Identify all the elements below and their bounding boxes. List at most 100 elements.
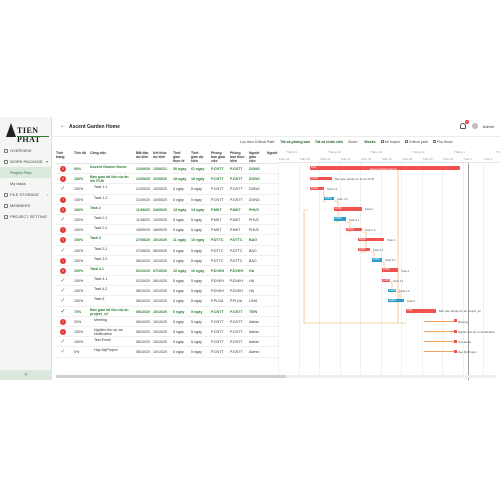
cell-name[interactable]: Task 2.1 [94, 215, 108, 220]
scrollbar-thumb[interactable] [56, 375, 286, 378]
cell-name[interactable]: Meeting [94, 317, 107, 322]
sidebar-item-members[interactable]: MEMBERS [0, 200, 52, 211]
cell-progress: 100% [74, 197, 84, 202]
user-name[interactable]: Admin [482, 124, 494, 129]
zoom-select[interactable]: Weeks [364, 139, 376, 144]
plan-toggle[interactable]: Kế hoạch [380, 140, 400, 144]
table-row[interactable]: ✓ 73% Bàn giao tài liệu dự án project_s2 08… [56, 307, 278, 317]
critical-path-toggle[interactable]: Critical path [404, 140, 428, 144]
gantt-bar[interactable]: 100% [372, 258, 382, 262]
col-task[interactable]: Công việc [90, 151, 107, 155]
gantt-milestone[interactable] [454, 319, 457, 323]
sidebar-item-project-plan[interactable]: Project Plan [0, 167, 52, 178]
table-row[interactable]: ! 66% Ascent Garden Home 21/09/20 13/06/21 30… [56, 164, 278, 175]
staff-select[interactable]: Tất cả nhân viên [314, 139, 344, 144]
cell-name[interactable]: Task 4.1 [94, 277, 108, 282]
cell-start: 21/09/20 [136, 177, 150, 182]
back-arrow-icon[interactable]: ← [60, 123, 66, 129]
cell-progress: 100% [74, 248, 84, 253]
col-by[interactable]: Người giao việc [249, 151, 260, 163]
cell-name[interactable]: Task 3.2 [94, 256, 108, 261]
table-row[interactable]: ! 100% Task 2 11/08/20 24/09/20 13 ngày 14 ngà… [56, 205, 278, 215]
gantt-milestone[interactable] [454, 350, 457, 353]
cell-name[interactable]: Test Email [94, 338, 111, 343]
dependency-link [382, 261, 385, 273]
table-row[interactable]: ! 20% Meeting 08/10/20 10/10/20 5 ngày 5 ngày P… [56, 317, 278, 327]
cell-name[interactable]: Task 3 [90, 236, 101, 241]
horizontal-scrollbar[interactable] [56, 375, 496, 378]
cell-name[interactable]: Bàn giao tài liệu dự án lên PLM [90, 175, 129, 184]
cell-name[interactable]: Task 2 [90, 205, 101, 210]
avatar[interactable] [472, 123, 478, 129]
cell-name[interactable]: Task 4.1 [90, 266, 104, 271]
gantt-bar[interactable]: 100% [310, 176, 332, 180]
cell-name[interactable]: Ascent Garden Home [90, 165, 127, 169]
gantt-bar[interactable]: 100% [382, 268, 398, 272]
gantt-milestone[interactable] [454, 339, 457, 343]
gantt-bar[interactable]: 100% [388, 299, 404, 303]
col-progress[interactable]: Tiến độ [74, 151, 86, 155]
table-row[interactable]: ✓ 100% Task 1.1 21/09/20 10/05/20 5 ngày 5 ngà… [56, 184, 278, 195]
gantt-bar[interactable]: 100% [346, 227, 362, 231]
cell-name[interactable]: Task 3.1 [94, 246, 108, 251]
sidebar-item-file-storage[interactable]: FILE STORAGE › [0, 189, 52, 200]
col-plan[interactable]: Thời gian dự kiến [191, 151, 204, 163]
col-start[interactable]: Bắt đầu dự kiến [136, 151, 149, 159]
sidebar-item-work-package[interactable]: WORK PACKAGE ▾ [0, 156, 52, 167]
cell-name[interactable]: Task 4.2 [94, 287, 108, 292]
table-row[interactable]: ! 100% Nghiệm thu dự án Notification 08/10/… [56, 327, 278, 338]
gantt-bar[interactable]: 73% [406, 309, 436, 313]
gantt-bar[interactable]: 100% [310, 186, 324, 191]
gantt-bar[interactable]: 100% [334, 207, 362, 211]
dependency-toggle[interactable]: Phụ thuộc [432, 139, 453, 144]
table-row[interactable]: ✓ 100% Task 5 08/10/20 10/10/20 5 ngày 5 ngày P… [56, 296, 278, 307]
col-end[interactable]: Kết thúc dự kiến [153, 151, 167, 159]
table-row[interactable]: ! 100% Task 1.2 31/09/20 10/05/20 5 ngày 5 ngà… [56, 195, 278, 205]
sidebar-item-overview[interactable]: OVERVIEW [0, 145, 52, 156]
cell-name[interactable]: Task 1.1 [94, 185, 108, 190]
cell-name[interactable]: Task 5 [94, 297, 105, 302]
bell-icon[interactable] [460, 123, 466, 129]
cell-start: 08/10/20 [136, 330, 150, 334]
cell-progress: 100% [74, 268, 84, 273]
col-to[interactable]: Phòng ban thực hiện [230, 151, 245, 163]
col-status[interactable]: Tình trạng [56, 151, 65, 159]
table-row[interactable]: ! 100% Task 2.2 15/09/20 18/09/20 5 ngày 5 ngà… [56, 225, 278, 236]
col-actual[interactable]: Thời gian thực tế [173, 151, 185, 163]
cell-name[interactable]: Nghiệm thu dự án Notification [94, 328, 123, 336]
users-icon [4, 203, 8, 208]
col-from[interactable]: Phòng ban giao việc [211, 151, 225, 163]
dependency-link [323, 191, 326, 203]
gantt-bar[interactable]: 100% [358, 248, 370, 252]
gantt-bar[interactable]: 100% [358, 237, 384, 242]
gantt-bar[interactable]: 66% [310, 166, 460, 170]
table-row[interactable]: ! 100% Task 3.2 08/10/20 10/10/20 5 ngày 5 ngà… [56, 256, 278, 266]
cell-name[interactable]: Bàn giao tài liệu dự án project_s2 [90, 307, 129, 316]
sidebar-item-project-setting[interactable]: PROJECT SETTING [0, 211, 52, 222]
col-assignee[interactable]: Người [267, 151, 278, 155]
cell-name[interactable]: Task 1.2 [94, 195, 108, 200]
gantt-bar[interactable]: 100% [382, 278, 390, 282]
gantt-bar[interactable]: 100% [334, 217, 346, 221]
gantt-milestone[interactable] [454, 329, 457, 333]
gantt-bar[interactable]: 100% [388, 288, 396, 293]
table-row[interactable]: ✓ 100% Task 3.1 27/08/20 08/09/20 5 ngày 5 ngà… [56, 246, 278, 256]
table-row[interactable]: ! 100% Bàn giao tài liệu dự án lên PLM 21/0… [56, 174, 278, 185]
brand-logo[interactable]: TIEN PHAT [4, 121, 50, 145]
cell-actual: 5 ngày [173, 279, 184, 284]
table-row[interactable]: ! 100% Task 4.1 02/10/20 07/10/20 10 ngày 10 n… [56, 266, 278, 277]
collapse-sidebar-button[interactable]: < [0, 370, 52, 380]
cell-end: 10/05/20 [153, 197, 167, 202]
table-row[interactable]: ! 100% Task 3 27/08/20 10/10/20 11 ngày 10 ngà… [56, 235, 278, 246]
dependency-label: Phụ thuộc [436, 139, 453, 144]
cell-name[interactable]: Hạp MyProject [94, 348, 118, 353]
table-row[interactable]: ✓ 100% Task 2.1 11/08/20 14/09/20 5 ngày 5 ngà… [56, 215, 278, 226]
table-row[interactable]: ✓ 0% Hạp MyProject 08/10/20 10/10/20 5 ngày 5 … [56, 347, 278, 358]
table-row[interactable]: ✓ 100% Task 4.2 08/10/20 10/10/20 5 ngày 5 ngà… [56, 286, 278, 297]
cell-name[interactable]: Task 2.2 [94, 226, 108, 231]
table-row[interactable]: ✓ 100% Test Email 08/10/20 10/10/20 5 ngày 5 n… [56, 337, 278, 348]
department-select[interactable]: Tất cả phòng ban [280, 139, 310, 144]
sidebar-item-my-tasks[interactable]: My tasks [0, 178, 52, 189]
gantt-bar[interactable]: 100% [324, 197, 334, 201]
table-row[interactable]: ✓ 100% Task 4.1 02/10/20 06/10/20 5 ngày 5 ngà… [56, 276, 278, 287]
